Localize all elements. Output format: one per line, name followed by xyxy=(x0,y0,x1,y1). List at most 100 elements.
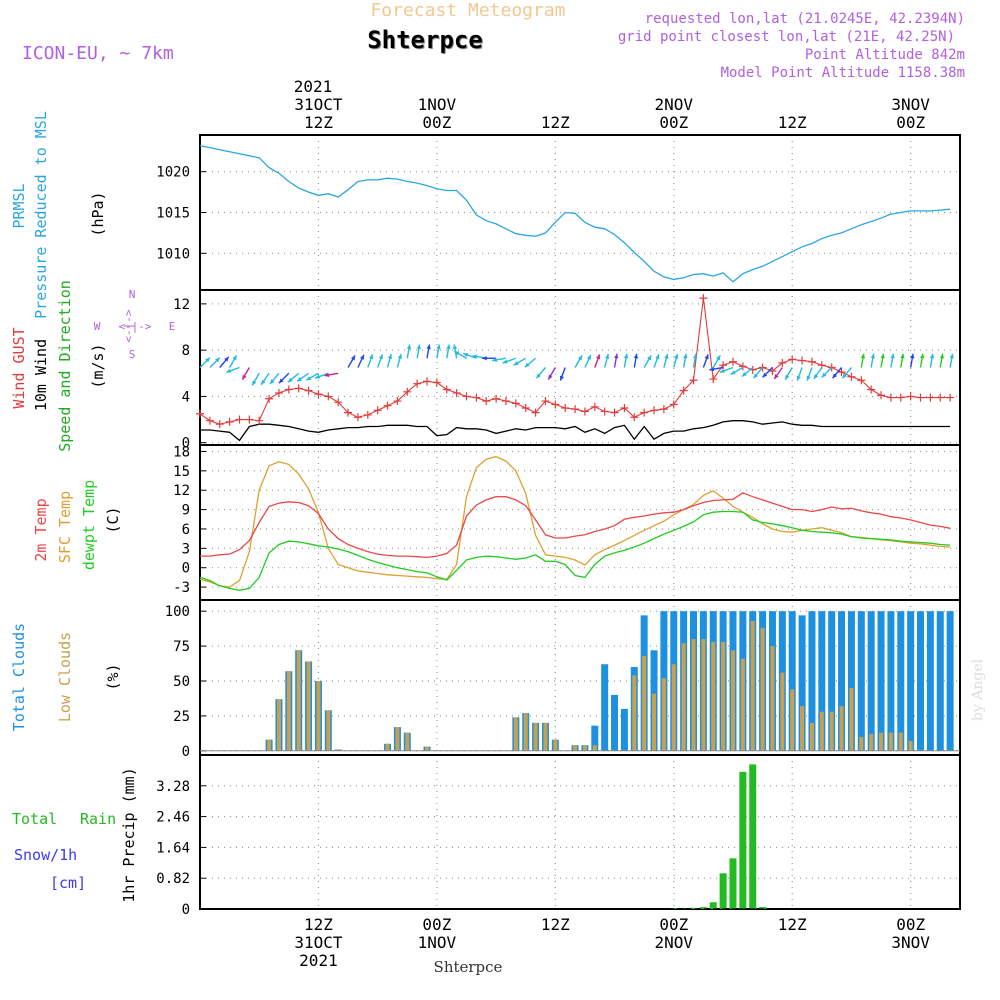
wind-arrow-head xyxy=(454,351,460,356)
compass-n: N xyxy=(129,288,136,301)
chart-title: Forecast Meteogram xyxy=(370,0,565,21)
wind-arrow-head xyxy=(614,353,619,359)
pressure-msl-label: Pressure Reduced to MSL xyxy=(32,111,50,319)
total-cloud-bar xyxy=(611,694,619,751)
low-cloud-bar xyxy=(513,717,518,751)
wind-arrow-head xyxy=(577,355,583,361)
low-cloud-bar xyxy=(336,749,341,751)
wind-arrow-head xyxy=(586,354,591,360)
wind-arrow-head xyxy=(359,354,364,360)
gust-point xyxy=(807,357,816,366)
wind-arrow-head xyxy=(842,373,847,379)
gust-point xyxy=(728,357,737,366)
gust-point xyxy=(274,388,283,397)
wind-arrow-head xyxy=(406,344,412,350)
gust-point xyxy=(590,402,599,411)
compass-w: W xyxy=(94,320,101,333)
bottom-hour-label: 00Z xyxy=(896,915,925,934)
wind-dir-label: Speed and Direction xyxy=(56,280,74,452)
wind-arrow-head xyxy=(548,374,553,380)
gust-point xyxy=(650,406,659,415)
low-cloud-bar xyxy=(671,664,676,751)
low-cloud-bar xyxy=(652,693,657,751)
low-cloud-bar xyxy=(316,680,321,751)
total-cloud-bar xyxy=(877,611,885,751)
gust-point xyxy=(699,294,708,303)
wind-arrow-head xyxy=(753,373,759,379)
low-cloud-bar xyxy=(809,722,814,751)
total-cloud-bar xyxy=(838,611,846,751)
gust-point xyxy=(877,391,886,400)
wind-arrow-head xyxy=(387,353,393,359)
wind-arrow-head xyxy=(664,353,669,359)
low-cloud-bar xyxy=(740,658,745,751)
precip-cm-label: [cm] xyxy=(50,874,86,892)
rain-bar xyxy=(709,902,717,909)
wind-arrow-head xyxy=(287,377,293,383)
dewpt-temp-line xyxy=(199,510,951,591)
bottom-hour-label: 12Z xyxy=(304,915,333,934)
gust-point xyxy=(472,393,481,402)
low-cloud-bar xyxy=(573,745,578,751)
gust-point xyxy=(847,372,856,381)
wind-arrow-head xyxy=(426,344,431,350)
gust-point xyxy=(946,393,955,402)
panel-frame xyxy=(199,754,961,910)
bottom-day-label: 2NOV xyxy=(655,933,694,952)
bottom-hour-label: 12Z xyxy=(778,915,807,934)
wind-arrow-head xyxy=(880,353,885,359)
y-tick-label: 100 xyxy=(165,604,190,620)
gust-point xyxy=(738,362,747,371)
wind-arrow-head xyxy=(742,371,747,377)
gust-point xyxy=(551,400,560,409)
gust-point xyxy=(225,417,234,426)
gust-point xyxy=(353,413,362,422)
wind-arrow-head xyxy=(596,354,601,360)
y-tick-label: 18 xyxy=(173,444,190,460)
low-cloud-bar xyxy=(849,687,854,751)
gust-point xyxy=(344,408,353,417)
gust-point xyxy=(314,390,323,399)
low-cloud-bar xyxy=(730,650,735,751)
wind-arrow-head xyxy=(446,344,451,350)
low-cloud-bar xyxy=(839,706,844,751)
wind-arrow-head xyxy=(242,374,247,380)
compass-e: E xyxy=(169,320,176,333)
watermark: by Angel xyxy=(970,658,986,721)
total-cloud-bar xyxy=(946,611,954,751)
low-cloud-bar xyxy=(326,710,331,751)
wind-arrow-head xyxy=(920,353,925,359)
low-clouds-label: Low Clouds xyxy=(56,632,74,722)
low-cloud-bar xyxy=(829,711,834,751)
y-tick-label: 50 xyxy=(173,674,190,690)
y-tick-label: 6 xyxy=(182,522,190,538)
rain-bar xyxy=(759,907,767,909)
precip-axis-label: 1hr Precip (mm) xyxy=(120,767,138,902)
low-cloud-bar xyxy=(780,672,785,751)
wind-arrow-head xyxy=(205,357,210,363)
panel-frame xyxy=(199,599,961,756)
wind-arrow-head xyxy=(324,372,330,378)
wind-arrow-head xyxy=(524,362,530,368)
gust-point xyxy=(837,368,846,377)
total-cloud-bar xyxy=(936,611,944,751)
total-cloud-bar xyxy=(620,708,628,751)
total-cloud-bar xyxy=(828,611,836,751)
y-tick-label: -3 xyxy=(173,580,190,596)
wind-arrow-head xyxy=(315,374,321,379)
temperature-panel: -3 0 3 6 9 12 15 18 xyxy=(173,444,961,601)
wind-arrow-head xyxy=(633,353,639,359)
wind-arrow-head xyxy=(278,378,284,384)
wind-arrow-head xyxy=(513,361,519,366)
wind-arrow-head xyxy=(910,353,915,359)
low-cloud-bar xyxy=(267,739,272,751)
wind-arrow-head xyxy=(482,356,487,361)
low-cloud-bar xyxy=(760,627,765,751)
wind-arrow-head xyxy=(774,374,779,379)
total-cloud-bar xyxy=(818,611,826,751)
bottom-year-label: 2021 xyxy=(299,951,338,970)
gust-point xyxy=(857,376,866,385)
gust-point xyxy=(393,397,402,406)
model-point-altitude: Model Point Altitude 1158.38m xyxy=(721,65,965,81)
